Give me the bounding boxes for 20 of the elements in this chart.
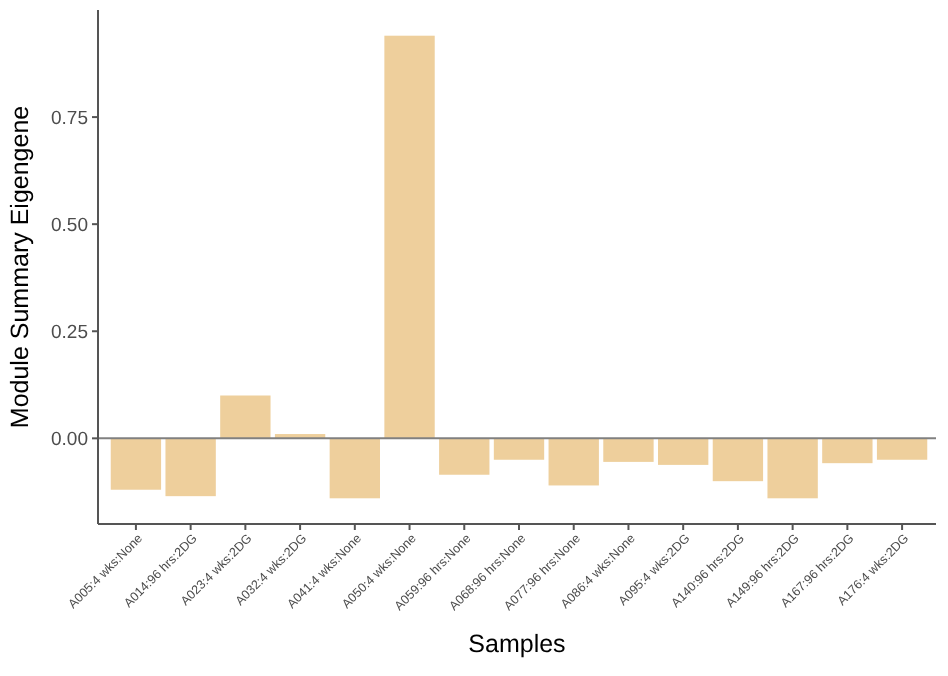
y-tick-label: 0.50 (51, 214, 88, 237)
bar (548, 438, 599, 486)
bar (110, 438, 162, 490)
bar (658, 438, 709, 465)
bar (165, 438, 216, 497)
bar (603, 438, 654, 462)
bar (439, 438, 490, 475)
bar (767, 438, 818, 499)
y-tick-label: 0.00 (51, 428, 88, 451)
y-tick-label: 0.75 (51, 107, 88, 130)
y-axis-title: Module Summary Eigengene (6, 105, 34, 429)
bar (493, 438, 545, 460)
bar (384, 35, 435, 439)
bar (822, 438, 873, 464)
bar (712, 438, 764, 482)
x-axis-title: Samples (468, 630, 566, 658)
y-tick-label: 0.25 (51, 321, 88, 344)
bar (876, 438, 928, 460)
bar (220, 395, 271, 439)
bar (329, 438, 380, 499)
